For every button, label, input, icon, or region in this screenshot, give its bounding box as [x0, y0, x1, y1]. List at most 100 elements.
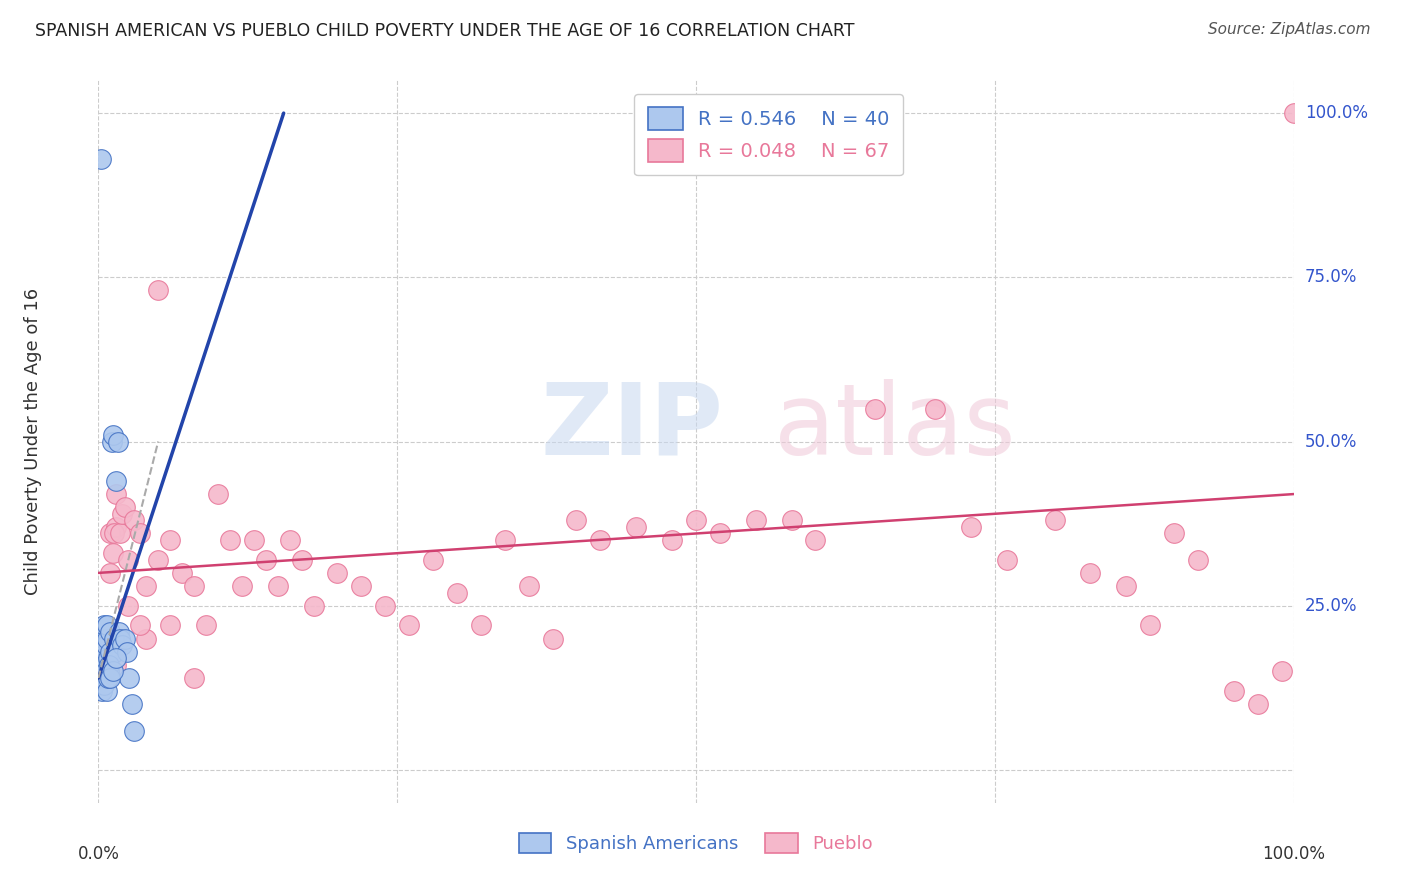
Text: Source: ZipAtlas.com: Source: ZipAtlas.com — [1208, 22, 1371, 37]
Point — [114, 500, 136, 515]
Point — [98, 645, 122, 659]
Point — [159, 533, 181, 547]
Point — [129, 618, 152, 632]
Point — [101, 428, 124, 442]
Text: ZIP: ZIP — [541, 378, 724, 475]
Point — [117, 599, 139, 613]
Point — [589, 533, 612, 547]
Point — [96, 632, 118, 646]
Point — [470, 618, 492, 632]
Point — [90, 651, 112, 665]
Point — [1187, 553, 1209, 567]
Point — [108, 632, 131, 646]
Point — [103, 632, 125, 646]
Point — [101, 665, 124, 679]
Point — [183, 671, 205, 685]
Point — [108, 526, 131, 541]
Point — [91, 671, 114, 685]
Point — [93, 657, 115, 672]
Point — [350, 579, 373, 593]
Point — [91, 671, 114, 685]
Point — [960, 520, 983, 534]
Point — [183, 579, 205, 593]
Point — [291, 553, 314, 567]
Point — [541, 632, 564, 646]
Point — [94, 638, 117, 652]
Point — [93, 632, 115, 646]
Point — [422, 553, 444, 567]
Point — [93, 677, 115, 691]
Point — [207, 487, 229, 501]
Point — [924, 401, 946, 416]
Point — [254, 553, 277, 567]
Point — [103, 526, 125, 541]
Point — [105, 651, 128, 665]
Point — [626, 520, 648, 534]
Point — [326, 566, 349, 580]
Point — [90, 152, 112, 166]
Point — [129, 526, 152, 541]
Point — [278, 533, 301, 547]
Point — [1115, 579, 1137, 593]
Point — [96, 618, 118, 632]
Point — [121, 698, 143, 712]
Point — [517, 579, 540, 593]
Text: 75.0%: 75.0% — [1305, 268, 1357, 286]
Point — [1282, 106, 1305, 120]
Point — [111, 507, 134, 521]
Point — [995, 553, 1018, 567]
Point — [98, 671, 122, 685]
Point — [100, 434, 122, 449]
Point — [91, 638, 114, 652]
Point — [98, 566, 122, 580]
Point — [89, 665, 111, 679]
Text: 25.0%: 25.0% — [1305, 597, 1357, 615]
Point — [96, 684, 118, 698]
Point — [124, 513, 146, 527]
Text: atlas: atlas — [773, 378, 1015, 475]
Point — [104, 645, 127, 659]
Point — [231, 579, 253, 593]
Point — [105, 520, 128, 534]
Point — [118, 671, 141, 685]
Point — [98, 526, 122, 541]
Point — [93, 618, 115, 632]
Point — [398, 618, 420, 632]
Point — [745, 513, 768, 527]
Point — [107, 434, 129, 449]
Point — [91, 684, 114, 698]
Point — [124, 723, 146, 738]
Point — [1163, 526, 1185, 541]
Text: 50.0%: 50.0% — [1305, 433, 1357, 450]
Point — [97, 671, 120, 685]
Point — [243, 533, 266, 547]
Point — [105, 474, 128, 488]
Point — [98, 665, 121, 679]
Point — [865, 401, 887, 416]
Point — [135, 632, 157, 646]
Point — [148, 553, 170, 567]
Point — [1247, 698, 1270, 712]
Point — [117, 553, 139, 567]
Point — [661, 533, 683, 547]
Point — [105, 487, 128, 501]
Point — [780, 513, 803, 527]
Text: SPANISH AMERICAN VS PUEBLO CHILD POVERTY UNDER THE AGE OF 16 CORRELATION CHART: SPANISH AMERICAN VS PUEBLO CHILD POVERTY… — [35, 22, 855, 40]
Text: 100.0%: 100.0% — [1263, 846, 1324, 863]
Point — [565, 513, 588, 527]
Point — [172, 566, 194, 580]
Point — [91, 651, 114, 665]
Point — [1223, 684, 1246, 698]
Point — [1043, 513, 1066, 527]
Point — [114, 632, 136, 646]
Point — [97, 651, 120, 665]
Point — [135, 579, 157, 593]
Point — [494, 533, 516, 547]
Point — [1139, 618, 1161, 632]
Text: 0.0%: 0.0% — [77, 846, 120, 863]
Text: Child Poverty Under the Age of 16: Child Poverty Under the Age of 16 — [24, 288, 42, 595]
Point — [267, 579, 290, 593]
Point — [1080, 566, 1102, 580]
Point — [107, 625, 129, 640]
Point — [446, 585, 468, 599]
